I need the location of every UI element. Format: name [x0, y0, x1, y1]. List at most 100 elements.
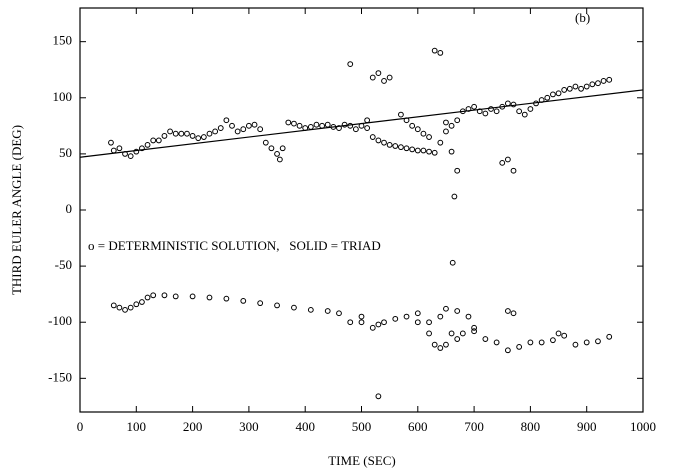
data-point [437, 49, 444, 56]
data-point [161, 133, 168, 139]
y-tick-label: -100 [48, 313, 72, 328]
data-point [504, 100, 511, 107]
data-point [116, 145, 123, 152]
data-point [324, 308, 331, 314]
x-tick-label: 600 [408, 419, 428, 434]
data-point [375, 70, 382, 76]
data-point [364, 125, 371, 131]
x-tick-label: 700 [464, 419, 484, 434]
data-point [234, 128, 241, 135]
data-point [398, 111, 404, 118]
data-point [206, 294, 213, 301]
data-point [465, 313, 472, 320]
data-point [521, 111, 528, 118]
data-point [409, 146, 416, 153]
data-point [251, 121, 258, 128]
plot-frame [79, 7, 644, 413]
x-tick-label: 300 [239, 419, 259, 434]
data-point [257, 300, 264, 307]
data-point [414, 310, 421, 317]
data-point [386, 74, 393, 81]
data-point [550, 91, 556, 98]
data-point [307, 124, 314, 130]
data-point [375, 321, 382, 328]
data-point [476, 108, 483, 115]
data-point [172, 130, 179, 137]
data-point [144, 142, 151, 148]
data-point [538, 339, 545, 346]
data-point [504, 308, 511, 314]
data-point [414, 147, 421, 154]
data-point [550, 337, 556, 344]
data-point [144, 294, 151, 301]
data-point [122, 306, 128, 313]
data-point [504, 347, 511, 354]
x-tick-label: 800 [521, 419, 541, 434]
data-point [127, 304, 134, 311]
x-tick-label: 100 [127, 419, 147, 434]
x-tick-label: 500 [352, 419, 372, 434]
data-point [583, 83, 590, 90]
data-point [431, 47, 438, 54]
data-point [437, 313, 444, 320]
data-point [420, 147, 427, 154]
data-point [336, 310, 342, 317]
data-point [409, 122, 416, 129]
data-point [414, 319, 421, 326]
y-tick-label: -150 [48, 369, 72, 384]
data-point [189, 133, 196, 139]
data-point [110, 302, 117, 309]
data-point [307, 306, 314, 313]
data-point [155, 137, 162, 144]
x-tick-label: 200 [183, 419, 203, 434]
data-point [257, 126, 264, 133]
data-point [268, 145, 275, 152]
data-point [471, 324, 478, 331]
data-point [296, 122, 303, 129]
data-point [240, 126, 247, 133]
data-point [451, 193, 458, 200]
data-point [291, 120, 297, 127]
data-point [493, 339, 500, 346]
data-point [223, 117, 230, 124]
data-point [398, 144, 404, 151]
data-point [189, 293, 196, 300]
data-point [364, 117, 371, 124]
data-point [499, 159, 506, 166]
data-point [279, 145, 286, 152]
data-point [161, 292, 168, 299]
data-point [240, 298, 247, 304]
data-point [133, 148, 140, 155]
data-point [369, 324, 376, 331]
data-point [595, 338, 601, 345]
data-point [527, 339, 534, 346]
data-point [578, 85, 584, 92]
data-point [555, 330, 562, 337]
data-point [403, 145, 410, 152]
data-point [443, 341, 449, 348]
data-point [403, 313, 410, 320]
data-point [414, 126, 421, 133]
data-point [426, 319, 432, 326]
y-tick-label: 150 [53, 33, 73, 48]
x-tick-label: 400 [295, 419, 315, 434]
data-point [572, 83, 579, 90]
data-point [443, 119, 449, 126]
data-point [291, 304, 297, 311]
data-point [426, 330, 432, 337]
data-point [347, 319, 354, 326]
data-point [493, 108, 500, 115]
data-point [510, 310, 517, 317]
data-point [375, 393, 382, 400]
data-point [178, 130, 185, 137]
data-point [448, 122, 455, 129]
x-tick-label: 0 [77, 419, 84, 434]
data-point [449, 259, 456, 266]
data-point [426, 134, 432, 140]
data-point [381, 78, 387, 84]
data-point [127, 153, 134, 160]
data-point [448, 330, 455, 337]
data-point [516, 108, 523, 115]
data-point [324, 121, 331, 128]
data-point [246, 122, 252, 129]
